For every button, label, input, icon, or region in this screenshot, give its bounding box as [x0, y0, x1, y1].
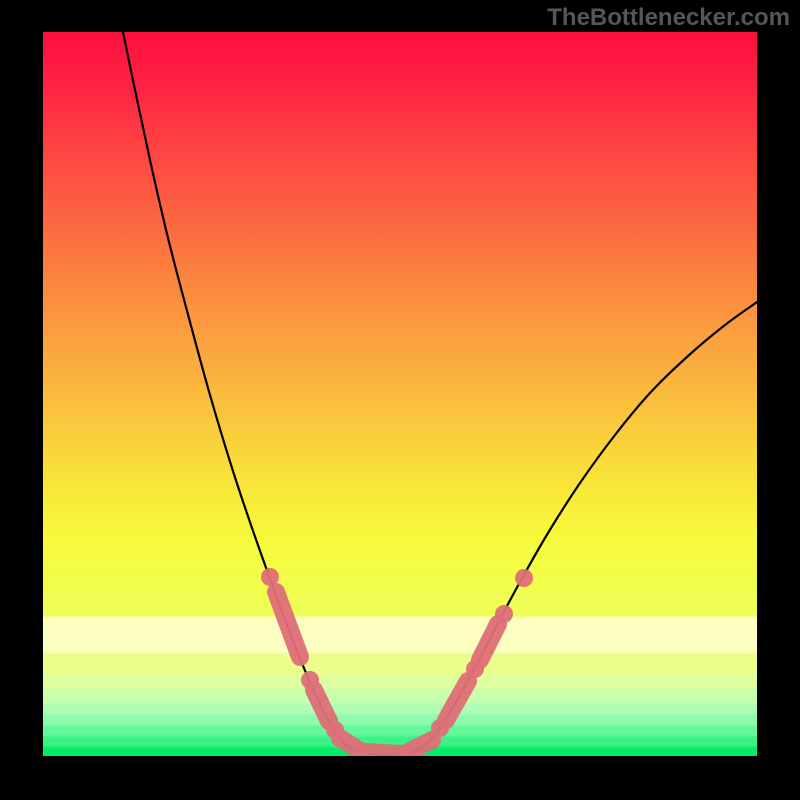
chart-overlay: [0, 0, 800, 800]
marker-pill: [446, 681, 468, 720]
marker-dot: [431, 719, 449, 737]
marker-pill: [366, 752, 402, 754]
marker-pill: [340, 738, 360, 751]
chart-frame: TheBottlenecker.com: [0, 0, 800, 800]
marker-dot: [326, 721, 344, 739]
marker-dot: [495, 605, 513, 623]
watermark-text: TheBottlenecker.com: [547, 4, 790, 32]
curve-left-branch: [123, 32, 351, 748]
marker-pill: [408, 740, 432, 752]
marker-pill: [480, 624, 498, 660]
marker-dot: [466, 660, 484, 678]
marker-dot: [261, 568, 279, 586]
marker-group: [261, 568, 533, 754]
marker-pill: [314, 690, 329, 721]
marker-dot: [301, 671, 319, 689]
marker-dot: [515, 569, 533, 587]
marker-pill: [276, 592, 300, 657]
